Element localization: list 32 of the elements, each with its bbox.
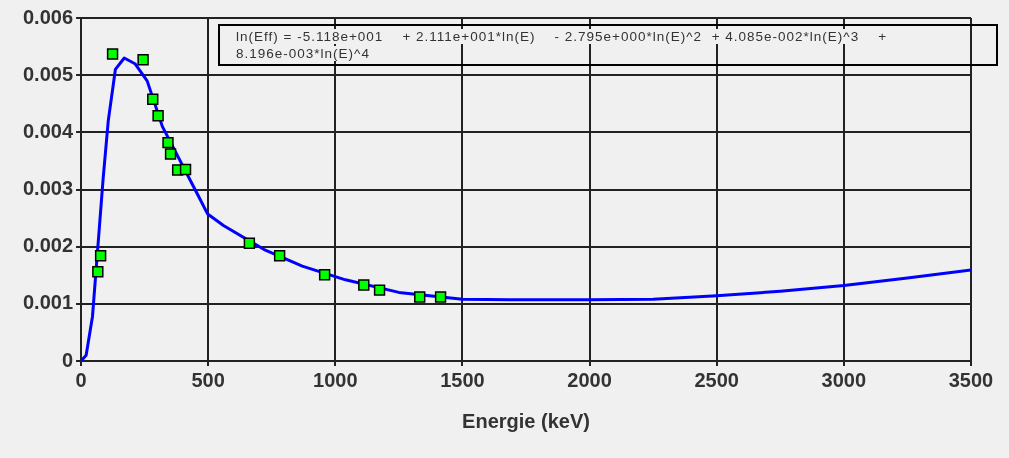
point xyxy=(147,93,159,105)
point xyxy=(164,148,177,160)
point xyxy=(179,163,192,176)
point xyxy=(152,110,164,122)
y-tick-label: 0.001 xyxy=(22,291,74,314)
point xyxy=(137,54,149,66)
point xyxy=(318,268,331,281)
x-tick-label: 1500 xyxy=(440,368,485,391)
point xyxy=(373,284,386,296)
point xyxy=(358,279,370,291)
y-tick-label: 0.002 xyxy=(22,234,74,257)
y-tick-label: 0.003 xyxy=(22,177,74,200)
y-tick-label: 0.006 xyxy=(22,5,74,28)
point xyxy=(92,266,104,278)
x-axis-title: Energie (keV) xyxy=(462,409,590,432)
y-tick-label: 0.004 xyxy=(22,119,74,142)
y-tick-label: 0 xyxy=(61,348,74,371)
x-tick-label: 1000 xyxy=(313,368,358,391)
x-tick-label: 2000 xyxy=(567,368,612,391)
point xyxy=(94,250,107,262)
point xyxy=(162,136,174,149)
y-tick-label: 0.005 xyxy=(22,62,74,85)
x-tick-label: 2500 xyxy=(694,368,739,391)
text: ln(Eff) = -5.118e+001 + 2.111e+001*ln(E) - 2.795e+000*ln(E)^2 + 4.085e-002*ln(E)^3 + 8.196e-003*ln(E)^4 xyxy=(236,29,888,61)
point xyxy=(434,291,447,303)
point xyxy=(106,48,119,60)
point xyxy=(273,250,286,262)
x-tick-label: 3500 xyxy=(948,368,994,391)
x-tick-label: 500 xyxy=(191,368,225,391)
point xyxy=(414,291,426,303)
point xyxy=(243,237,256,249)
x-tick-label: 3000 xyxy=(821,368,867,391)
